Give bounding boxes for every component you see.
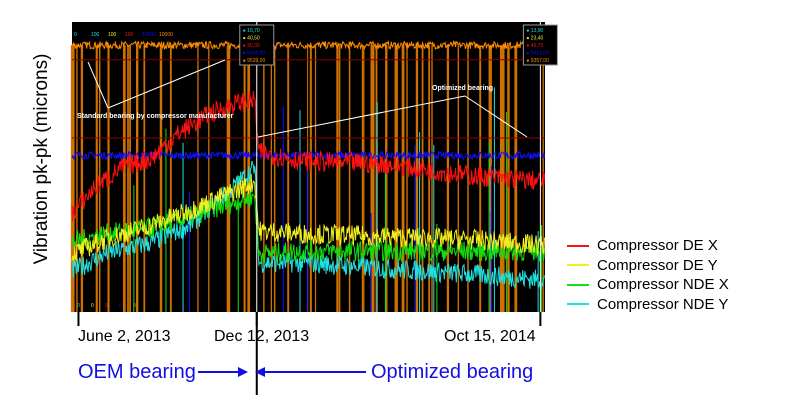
x-tick-label: June 2, 2013 [78,328,171,345]
scale-footer-label: 0 [77,303,80,309]
readout-value: ● 40,50 [243,36,260,42]
era-label-optimized: Optimized bearing [371,361,534,383]
readout-value: ● 16,70 [243,28,260,34]
scale-footer-label: 0 [133,303,136,309]
series-line-5 [71,39,545,51]
legend-label: Compressor NDE X [597,276,729,294]
readout-value: ● 5610,00 [243,51,266,57]
annotation-optimized-bearing: Optimized bearing [432,85,493,92]
readout-value: ● 5613,00 [526,51,549,57]
arrowhead-optimized [255,367,265,377]
annotation-pointer [107,59,226,109]
series-line-3 [71,160,545,291]
readout-value: ● 46,70 [526,43,543,49]
scale-header-label: 100 [108,32,117,38]
legend-swatch [567,264,589,267]
scale-footer-label: 0 [91,303,94,309]
readout-box [239,24,275,66]
readout-value: ● 30,30 [243,43,260,49]
legend-swatch [567,303,589,306]
readout-value: ● 9357,00 [526,58,549,64]
readout-value: ● 13,90 [526,28,543,34]
scale-footer-label: 0 [105,303,108,309]
readout-box [522,24,558,66]
series-line-1 [71,173,545,263]
scale-footer-label: 0 [119,303,122,309]
legend: Compressor DE X Compressor DE Y Compress… [567,236,729,314]
era-label-oem: OEM bearing [78,361,196,383]
legend-item-nde-y: Compressor NDE Y [567,295,729,315]
series-line-0 [71,91,545,222]
y-axis-label: Vibration pk-pk (microns) [31,53,52,265]
legend-label: Compressor NDE Y [597,295,729,313]
legend-label: Compressor DE X [597,237,718,255]
scale-header-label: 100 [91,32,100,38]
scale-header-label: 10000 [142,32,156,38]
scale-header-label: 100 [125,32,134,38]
scale-header-label: 10000 [159,32,173,38]
legend-item-de-x: Compressor DE X [567,236,729,256]
annotation-pointer [464,95,528,138]
annotation-pointer [257,95,466,138]
readout-value: ● 9539,00 [243,58,266,64]
legend-item-de-y: Compressor DE Y [567,256,729,276]
annotation-pointer [87,61,109,109]
legend-swatch [567,244,589,247]
legend-swatch [567,283,589,286]
legend-item-nde-x: Compressor NDE X [567,275,729,295]
annotation-standard-bearing: Standard bearing by compressor manufactu… [77,113,234,120]
scale-header-label: 0 [74,32,77,38]
arrowhead-oem [238,367,248,377]
legend-label: Compressor DE Y [597,256,718,274]
x-tick-label: Dec 12, 2013 [214,328,310,345]
plot-area [72,22,545,312]
readout-value: ● 23,40 [526,36,543,42]
x-tick-label: Oct 15, 2014 [444,328,536,345]
